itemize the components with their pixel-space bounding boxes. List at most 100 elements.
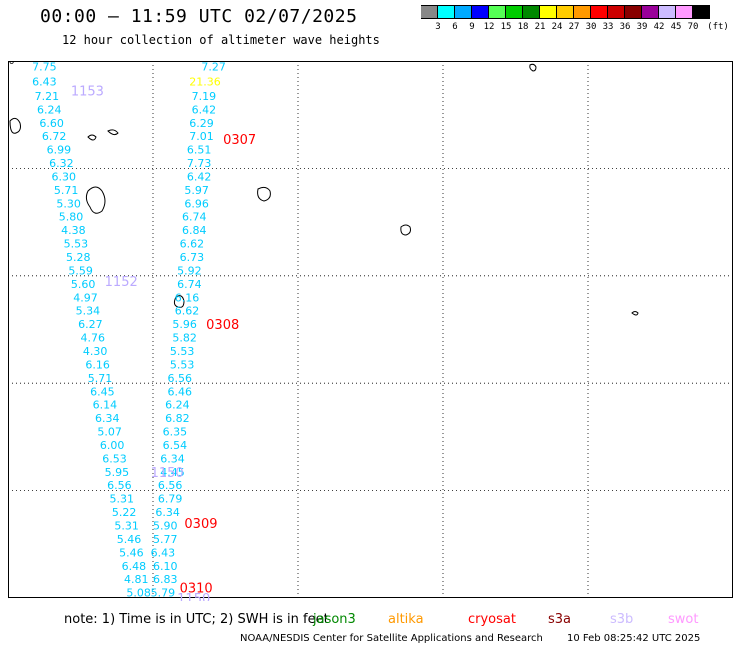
swh-value: 5.46 <box>117 533 142 546</box>
swh-value: 5.77 <box>153 533 178 546</box>
island-outline <box>631 311 639 316</box>
swh-value: 6.99 <box>47 144 72 157</box>
lat-tick-label: 8 <box>8 164 9 174</box>
swh-value: 4.38 <box>61 224 86 237</box>
colorbar-swatch <box>506 5 523 19</box>
map-frame <box>8 61 733 598</box>
colorbar-tick-label: 36 <box>619 22 631 32</box>
swh-value: 6.29 <box>189 117 214 130</box>
swh-value: 6.24 <box>37 103 62 116</box>
swh-value: 5.80 <box>59 211 84 224</box>
lat-tick-label: 0 <box>8 594 9 601</box>
swh-value: 5.53 <box>170 345 195 358</box>
swh-value: 6.46 <box>168 385 193 398</box>
swh-value: 5.53 <box>170 358 195 371</box>
swh-value: 6.73 <box>180 251 205 264</box>
swh-value: 6.10 <box>153 560 178 573</box>
swh-value: 5.28 <box>66 251 91 264</box>
swh-value: 7.75 <box>32 61 57 73</box>
swh-value: 6.43 <box>151 546 176 559</box>
colorbar-swatch <box>438 5 455 19</box>
swh-value: 6.24 <box>165 399 190 412</box>
swh-value: 7.19 <box>192 90 217 103</box>
swh-value: 5.07 <box>97 426 122 439</box>
colorbar-unit: (ft) <box>707 22 729 32</box>
colorbar-swatch <box>676 5 693 19</box>
colorbar-swatch <box>421 5 438 19</box>
swh-value: 6.43 <box>151 600 176 601</box>
swh-value: 6.16 <box>85 358 110 371</box>
footer-note: note: 1) Time is in UTC; 2) SWH is in fe… <box>64 612 329 627</box>
island-outline <box>173 295 185 308</box>
colorbar-swatch <box>489 5 506 19</box>
colorbar-tick-label: 39 <box>636 22 648 32</box>
track-pass-label: 0308 <box>206 318 239 333</box>
swh-value: 6.14 <box>93 399 118 412</box>
swh-value: 7.73 <box>187 157 212 170</box>
swh-value: 5.71 <box>88 372 113 385</box>
colorbar-tick-label: 33 <box>602 22 614 32</box>
swh-value: 7.01 <box>189 130 214 143</box>
swh-value: 6.56 <box>168 372 193 385</box>
swh-value: 6.62 <box>180 238 205 251</box>
swh-value: 5.92 <box>177 264 202 277</box>
swh-value: 6.74 <box>182 211 207 224</box>
colorbar-tick-label: 70 <box>687 22 699 32</box>
colorbar-swatch <box>557 5 574 19</box>
swh-value: 5.31 <box>110 493 135 506</box>
colorbar-swatch <box>591 5 608 19</box>
colorbar-swatch <box>608 5 625 19</box>
island-outline <box>529 63 537 72</box>
track-pass-label: 1150 <box>177 592 210 601</box>
page-subtitle: 12 hour collection of altimeter wave hei… <box>62 33 380 47</box>
island-outline <box>87 129 119 141</box>
swh-value: 6.32 <box>49 157 73 170</box>
swh-value: 4.45 <box>160 466 185 479</box>
colorbar-tick-label: 21 <box>534 22 546 32</box>
generated-timestamp: 10 Feb 08:25:42 UTC 2025 <box>567 633 701 644</box>
swh-value: 5.21 <box>129 600 154 601</box>
swh-value: 5.82 <box>172 332 197 345</box>
wave-height-map: 15015315615916216502468107.756.437.216.2… <box>8 61 733 601</box>
lat-tick-label: 4 <box>8 379 9 389</box>
swh-value: 5.53 <box>64 238 88 251</box>
swh-value: 5.96 <box>172 318 197 331</box>
island-outline <box>257 186 271 202</box>
page-title: 00:00 – 11:59 UTC 02/07/2025 <box>40 6 358 27</box>
swh-value: 5.31 <box>114 520 139 533</box>
colorbar-tick-label: 45 <box>670 22 682 32</box>
swh-value: 5.08 <box>126 587 150 600</box>
credit-text: NOAA/NESDIS Center for Satellite Applica… <box>240 633 543 644</box>
swh-value: 5.90 <box>153 520 178 533</box>
swh-value: 6.72 <box>42 130 66 143</box>
colorbar-tick-label: 18 <box>517 22 529 32</box>
swh-value: 7.21 <box>35 90 60 103</box>
swh-value: 6.27 <box>78 318 103 331</box>
swh-value: 6.74 <box>177 278 202 291</box>
swh-value: 4.76 <box>81 332 106 345</box>
island-outline <box>85 186 106 214</box>
swh-value: 7.27 <box>201 61 226 73</box>
colorbar-swatch <box>574 5 591 19</box>
swh-value: 5.79 <box>151 587 176 600</box>
swh-value: 5.59 <box>68 264 93 277</box>
swh-value: 6.45 <box>90 385 115 398</box>
swh-value: 6.53 <box>102 452 127 465</box>
colorbar-tick-label: 9 <box>469 22 475 32</box>
swh-value: 6.84 <box>182 224 207 237</box>
colorbar-swatch <box>693 5 710 19</box>
satellite-swot: swot <box>668 612 699 627</box>
colorbar-tick-label: 12 <box>483 22 495 32</box>
track-pass-label: 1153 <box>71 85 104 100</box>
swh-value: 6.56 <box>158 479 183 492</box>
track-pass-label: 0307 <box>223 133 256 148</box>
track-pass-label: 1152 <box>105 275 138 290</box>
colorbar-swatch <box>540 5 557 19</box>
lat-tick-label: 10 <box>8 61 15 67</box>
swh-value: 4.97 <box>73 291 98 304</box>
swh-value: 5.30 <box>56 197 80 210</box>
swh-value: 21.36 <box>189 75 221 88</box>
island-outline <box>400 224 411 236</box>
swh-value: 5.22 <box>112 506 136 519</box>
satellite-jason3: jason3 <box>313 612 356 627</box>
